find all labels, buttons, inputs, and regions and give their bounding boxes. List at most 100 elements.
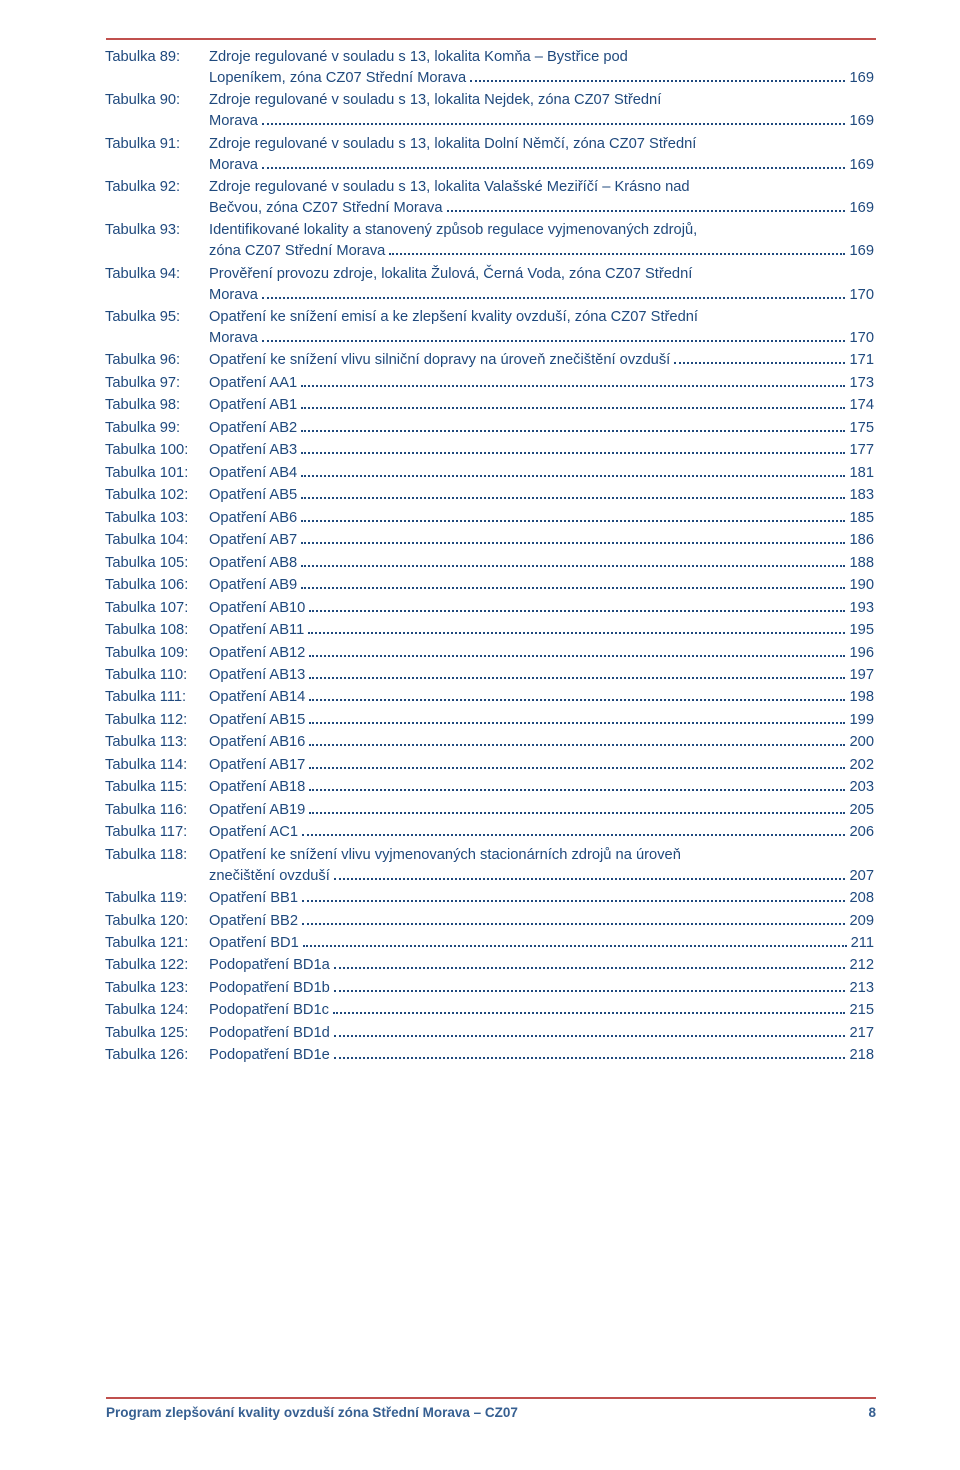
toc-entry-body: Opatření AB10193 — [209, 598, 874, 619]
toc-entry-label: Tabulka 120: — [105, 911, 209, 932]
toc-entry-text: Opatření AB18 — [209, 777, 305, 798]
toc-entry-line: Opatření BB2 209 — [209, 911, 874, 932]
toc-entry-line: Opatření AB1174 — [209, 395, 874, 416]
toc-entry-label: Tabulka 101: — [105, 463, 209, 484]
toc-entry-body: Opatření AB9190 — [209, 575, 874, 596]
toc-leader-dots — [309, 802, 845, 814]
toc-entry-line: Podopatření BD1b213 — [209, 978, 874, 999]
toc-entry-page: 174 — [849, 395, 874, 416]
toc-entry-line: Opatření AB12196 — [209, 643, 874, 664]
toc-entry-line: Zdroje regulované v souladu s 13, lokali… — [209, 134, 874, 155]
toc-entry-text: Prověření provozu zdroje, lokalita Žulov… — [209, 264, 692, 285]
toc-leader-dots — [309, 780, 845, 792]
toc-entry-body: Opatření BD1211 — [209, 933, 874, 954]
toc-entry: Tabulka 96:Opatření ke snížení vlivu sil… — [105, 350, 874, 371]
toc-entry-label: Tabulka 119: — [105, 888, 209, 909]
toc-entry-line: Opatření ke snížení vlivu vyjmenovaných … — [209, 845, 874, 866]
toc-entry-page: 170 — [849, 285, 874, 306]
toc-entry-page: 169 — [849, 68, 874, 89]
toc-entry: Tabulka 114:Opatření AB17202 — [105, 755, 874, 776]
toc-entry-page: 205 — [849, 800, 874, 821]
toc-entry-page: 175 — [849, 418, 874, 439]
toc-entry-text: Opatření AB4 — [209, 463, 297, 484]
toc-entry-line: Opatření AB10193 — [209, 598, 874, 619]
toc-entry-text: Opatření AB5 — [209, 485, 297, 506]
toc-entry-label: Tabulka 126: — [105, 1045, 209, 1066]
toc-leader-dots — [309, 712, 845, 724]
toc-leader-dots — [308, 622, 845, 634]
toc-entry: Tabulka 126:Podopatření BD1e218 — [105, 1045, 874, 1066]
toc-entry-line: Podopatření BD1d217 — [209, 1023, 874, 1044]
toc-entry-label: Tabulka 110: — [105, 665, 209, 686]
toc-entry-body: Podopatření BD1c215 — [209, 1000, 874, 1021]
toc-entry-label: Tabulka 96: — [105, 350, 209, 371]
toc-leader-dots — [674, 353, 845, 365]
toc-entries: Tabulka 89:Zdroje regulované v souladu s… — [105, 47, 874, 1066]
toc-entry-text: Bečvou, zóna CZ07 Střední Morava — [209, 198, 443, 219]
toc-entry-page: 208 — [849, 888, 874, 909]
toc-entry-label: Tabulka 94: — [105, 264, 209, 285]
toc-entry-text: Morava — [209, 111, 258, 132]
toc-entry: Tabulka 104:Opatření AB7186 — [105, 530, 874, 551]
toc-leader-dots — [447, 200, 846, 212]
toc-leader-dots — [309, 757, 845, 769]
toc-entry-text: Zdroje regulované v souladu s 13, lokali… — [209, 134, 696, 155]
page-footer: Program zlepšování kvality ovzduší zóna … — [106, 1397, 876, 1420]
toc-entry-label: Tabulka 102: — [105, 485, 209, 506]
toc-entry: Tabulka 123:Podopatření BD1b213 — [105, 978, 874, 999]
toc-entry-text: Opatření AB13 — [209, 665, 305, 686]
toc-entry-line: Morava170 — [209, 328, 874, 349]
toc-entry-text: Opatření ke snížení vlivu vyjmenovaných … — [209, 845, 681, 866]
toc-entry-text: Opatření AB15 — [209, 710, 305, 731]
toc-entry-line: Podopatření BD1a212 — [209, 955, 874, 976]
toc-entry: Tabulka 101:Opatření AB4 181 — [105, 463, 874, 484]
toc-entry-body: Podopatření BD1d217 — [209, 1023, 874, 1044]
toc-entry-line: Opatření AB15199 — [209, 710, 874, 731]
toc-entry-line: Opatření AB9190 — [209, 575, 874, 596]
toc-leader-dots — [301, 465, 845, 477]
toc-leader-dots — [301, 375, 845, 387]
toc-leader-dots — [301, 443, 845, 455]
toc-entry-text: Podopatření BD1b — [209, 978, 330, 999]
toc-entry-label: Tabulka 105: — [105, 553, 209, 574]
toc-entry-page: 185 — [849, 508, 874, 529]
toc-entry-page: 169 — [849, 155, 874, 176]
toc-entry: Tabulka 99:Opatření AB2175 — [105, 418, 874, 439]
toc-entry-page: 181 — [849, 463, 874, 484]
toc-entry-line: Morava169 — [209, 155, 874, 176]
toc-entry-text: Opatření BB2 — [209, 911, 298, 932]
toc-leader-dots — [389, 244, 845, 256]
toc-entry-body: Opatření AB13 197 — [209, 665, 874, 686]
toc-leader-dots — [301, 555, 845, 567]
toc-entry-label: Tabulka 125: — [105, 1023, 209, 1044]
toc-entry-line: Opatření AB17202 — [209, 755, 874, 776]
toc-entry-line: Morava169 — [209, 111, 874, 132]
toc-entry-page: 197 — [849, 665, 874, 686]
toc-leader-dots — [309, 645, 845, 657]
toc-entry-label: Tabulka 100: — [105, 440, 209, 461]
toc-entry: Tabulka 113:Opatření AB16200 — [105, 732, 874, 753]
toc-entry-line: Opatření AC1206 — [209, 822, 874, 843]
toc-leader-dots — [301, 532, 845, 544]
toc-entry-body: Opatření AB2175 — [209, 418, 874, 439]
toc-leader-dots — [302, 825, 845, 837]
toc-entry-text: Opatření ke snížení vlivu silniční dopra… — [209, 350, 670, 371]
toc-entry-body: Opatření AA1173 — [209, 373, 874, 394]
toc-entry-label: Tabulka 112: — [105, 710, 209, 731]
toc-entry-body: Opatření AB8188 — [209, 553, 874, 574]
toc-entry-line: Opatření AB19205 — [209, 800, 874, 821]
toc-entry-label: Tabulka 98: — [105, 395, 209, 416]
toc-entry-label: Tabulka 117: — [105, 822, 209, 843]
toc-entry-text: Podopatření BD1d — [209, 1023, 330, 1044]
toc-entry: Tabulka 120:Opatření BB2 209 — [105, 911, 874, 932]
toc-entry-page: 171 — [849, 350, 874, 371]
toc-entry-page: 209 — [849, 911, 874, 932]
toc-entry-line: Opatření AB5183 — [209, 485, 874, 506]
toc-entry-line: Lopeníkem, zóna CZ07 Střední Morava 169 — [209, 68, 874, 89]
toc-entry-label: Tabulka 97: — [105, 373, 209, 394]
toc-entry-line: Opatření AB13 197 — [209, 665, 874, 686]
toc-entry-line: Zdroje regulované v souladu s 13, lokali… — [209, 47, 874, 68]
toc-entry-text: zóna CZ07 Střední Morava — [209, 241, 385, 262]
toc-entry: Tabulka 122:Podopatření BD1a212 — [105, 955, 874, 976]
toc-entry-text: Lopeníkem, zóna CZ07 Střední Morava — [209, 68, 466, 89]
